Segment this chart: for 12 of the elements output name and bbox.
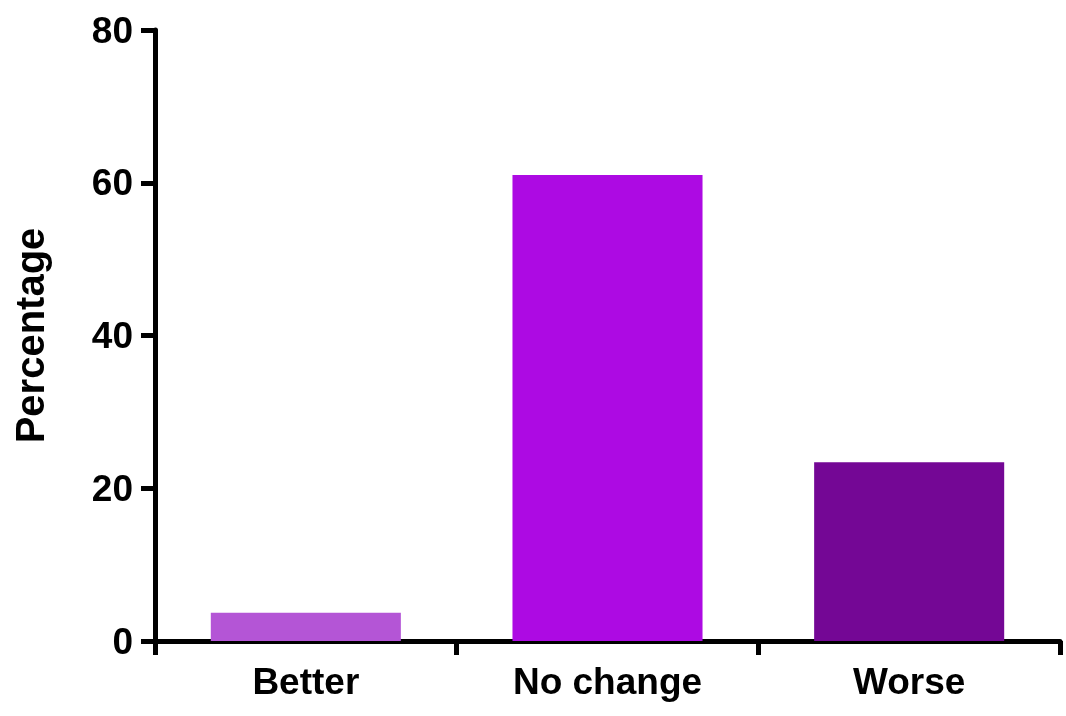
bar [210,612,401,641]
y-tick-label: 0 [112,620,133,662]
y-tick-label: 40 [91,315,133,356]
y-tick-label: 80 [91,9,133,51]
y-tick-label: 20 [91,467,133,509]
bar [512,175,703,641]
y-axis-title: Percentage [8,227,52,444]
y-tick-label: 60 [91,162,133,204]
bar [814,462,1005,641]
x-tick-label: Worse [852,661,966,702]
x-tick-label: No change [512,661,703,702]
x-tick-label: Better [252,661,360,702]
